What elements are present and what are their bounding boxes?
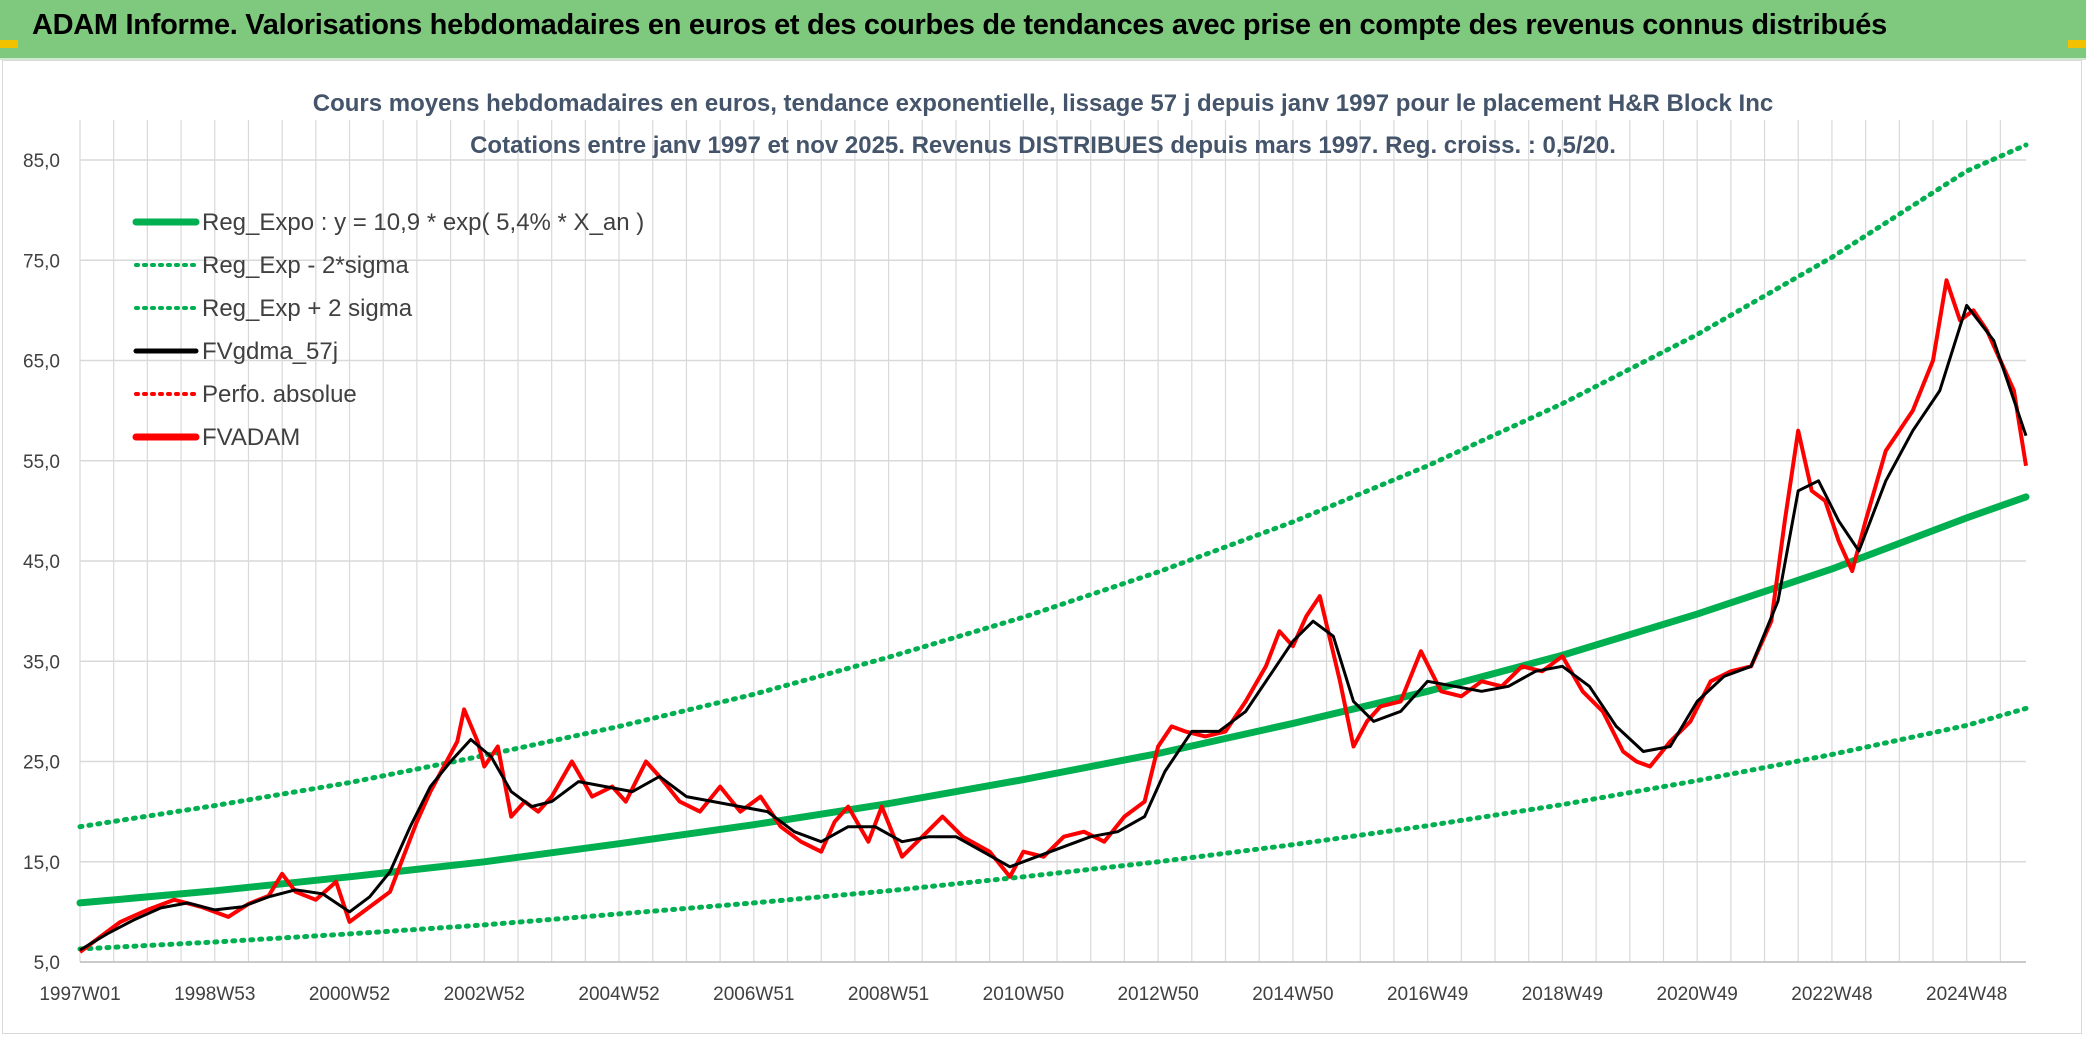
x-tick-label: 2020W49 — [1657, 984, 1738, 1005]
legend-label: Reg_Expo : y = 10,9 * exp( 5,4% * X_an ) — [202, 209, 644, 236]
corner-marker-right — [2068, 40, 2086, 48]
y-tick-label: 25,0 — [23, 753, 60, 774]
x-tick-label: 2000W52 — [309, 984, 390, 1005]
x-tick-label: 2012W50 — [1117, 984, 1198, 1005]
legend-label: Reg_Exp + 2 sigma — [202, 295, 413, 322]
report-banner: ADAM Informe. Valorisations hebdomadaire… — [0, 0, 2086, 60]
series-line-reg-exp-minus-2sigma — [77, 705, 2029, 952]
legend-label: FVADAM — [202, 424, 300, 451]
y-tick-label: 5,0 — [34, 953, 60, 974]
series-layer — [76, 142, 2030, 954]
y-tick-label: 75,0 — [23, 251, 60, 272]
x-tick-label: 2024W48 — [1926, 984, 2007, 1005]
y-tick-label: 45,0 — [23, 552, 60, 573]
x-tick-label: 2002W52 — [444, 984, 525, 1005]
chart-title: Cours moyens hebdomadaires en euros, ten… — [313, 90, 1773, 117]
x-tick-label: 1997W01 — [39, 984, 120, 1005]
x-tick-label: 2006W51 — [713, 984, 794, 1005]
corner-marker-left — [0, 40, 18, 48]
legend-label: Perfo. absolue — [202, 381, 357, 408]
y-tick-label: 85,0 — [23, 151, 60, 172]
series-line-fvgdma-57j — [79, 303, 2028, 952]
axis-layer: 5,0 15,0 25,0 35,0 45,0 55,0 65,0 75,0 85,0 1997W… — [23, 151, 2026, 1005]
legend-label: FVgdma_57j — [202, 338, 338, 365]
x-tick-label: 2018W49 — [1522, 984, 1603, 1005]
y-tick-label: 15,0 — [23, 853, 60, 874]
x-tick-label: 2014W50 — [1252, 984, 1333, 1005]
banner-title: ADAM Informe. Valorisations hebdomadaire… — [32, 9, 1887, 41]
x-tick-label: 2016W49 — [1387, 984, 1468, 1005]
y-tick-label: 65,0 — [23, 352, 60, 373]
x-tick-label: 1998W53 — [174, 984, 255, 1005]
y-tick-label: 35,0 — [23, 652, 60, 673]
chart-subtitle: Cotations entre janv 1997 et nov 2025. R… — [470, 132, 1616, 159]
legend-layer: Reg_Expo : y = 10,9 * exp( 5,4% * X_an )… — [132, 209, 644, 451]
x-tick-label: 2008W51 — [848, 984, 929, 1005]
x-tick-label: 2004W52 — [578, 984, 659, 1005]
x-tick-label: 2010W50 — [983, 984, 1064, 1005]
chart-frame — [2, 60, 2082, 1034]
y-tick-label: 55,0 — [23, 452, 60, 473]
grid-layer — [79, 120, 2026, 963]
series-line-reg-expo — [76, 493, 2030, 907]
series-line-reg-exp-plus-2sigma — [77, 142, 2029, 830]
x-tick-label: 2022W48 — [1791, 984, 1872, 1005]
legend-label: Reg_Exp - 2*sigma — [202, 252, 409, 279]
